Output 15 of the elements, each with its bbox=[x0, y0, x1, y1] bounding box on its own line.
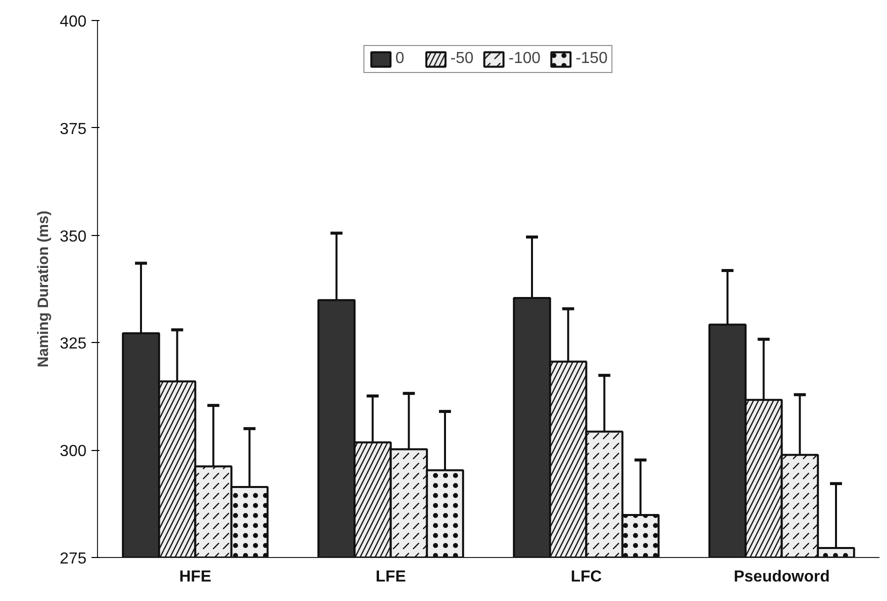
y-tick-label: 275 bbox=[60, 550, 87, 568]
y-tick-label: 350 bbox=[60, 228, 87, 246]
x-tick-label: LFC bbox=[570, 568, 602, 586]
x-tick-label: Pseudoword bbox=[734, 568, 830, 586]
legend-label: -50 bbox=[450, 50, 474, 68]
y-axis-title: Naming Duration (ms) bbox=[34, 210, 52, 368]
y-tick-label: 300 bbox=[60, 443, 87, 460]
y-tick-label: 375 bbox=[60, 120, 87, 138]
y-tick-label: 325 bbox=[60, 336, 87, 353]
legend-label: 0 bbox=[395, 50, 406, 68]
y-tick-label: 400 bbox=[60, 14, 87, 30]
legend-label: -150 bbox=[576, 50, 608, 68]
x-tick-label: HFE bbox=[179, 568, 212, 586]
x-tick-label: LFE bbox=[376, 568, 406, 586]
legend-label: -100 bbox=[508, 50, 541, 68]
